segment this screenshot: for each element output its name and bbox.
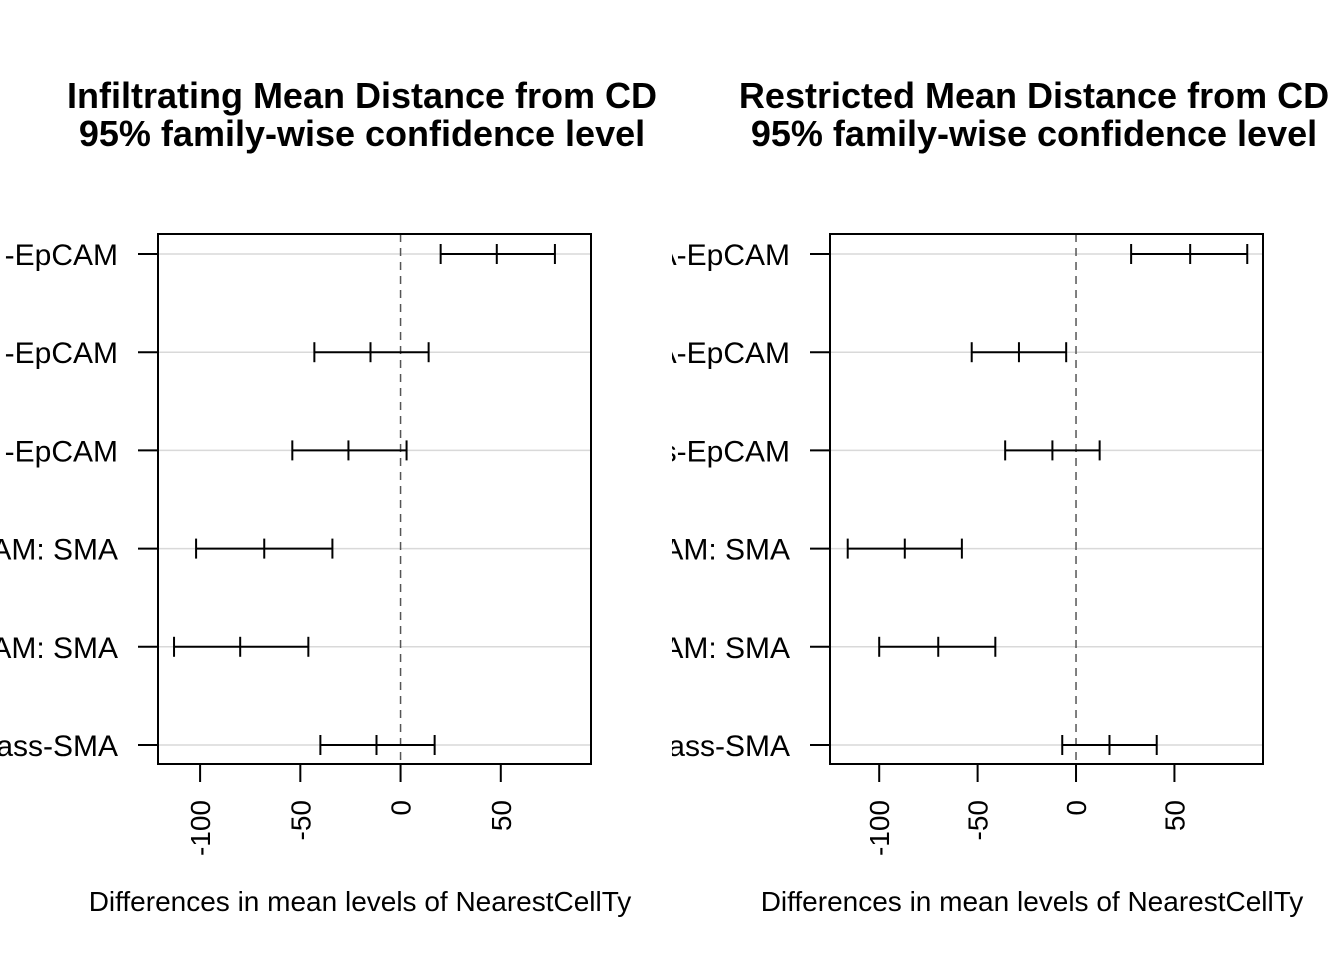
plot-frame (829, 233, 1264, 765)
y-tick-label: AM: SMA (0, 632, 118, 665)
x-tick-label: -50 (285, 800, 316, 840)
x-tick-label: 0 (1061, 800, 1092, 816)
chart-title: Infiltrating Mean Distance from CD (67, 75, 657, 116)
x-tick-label: 50 (1159, 800, 1190, 831)
x-tick-label: -100 (864, 800, 895, 856)
y-tick-label: -EpCAM (5, 239, 118, 272)
y-tick-label: SMA-EpCAM (612, 337, 790, 370)
y-tick-label: SMA-EpCAM: SMA (530, 534, 790, 567)
x-tick-label: -50 (963, 800, 994, 840)
chart-title: Restricted Mean Distance from CD (739, 75, 1329, 116)
y-tick-label: -EpCAM (5, 435, 118, 468)
x-axis-label: Differences in mean levels of NearestCel… (761, 886, 1304, 917)
x-axis-label: Differences in mean levels of NearestCel… (89, 886, 632, 917)
x-tick-label: -100 (185, 800, 216, 856)
x-tick-label: 0 (386, 800, 417, 816)
y-tick-label: EpCAM: SMA-EpCAM (492, 239, 790, 272)
y-tick-label: -EpCAM (5, 337, 118, 370)
y-tick-label: ass-SMA (0, 730, 118, 763)
y-tick-label: Unclass-EpCAM: SMA (488, 632, 790, 665)
chart-subtitle: 95% family-wise confidence level (751, 113, 1317, 154)
y-tick-label: Unclass-SMA (608, 730, 790, 763)
x-tick-label: 50 (486, 800, 517, 831)
y-tick-label: AM: SMA (0, 534, 118, 567)
y-tick-label: Unclass-EpCAM (570, 435, 790, 468)
plot-frame (157, 233, 592, 765)
chart-subtitle: 95% family-wise confidence level (79, 113, 645, 154)
